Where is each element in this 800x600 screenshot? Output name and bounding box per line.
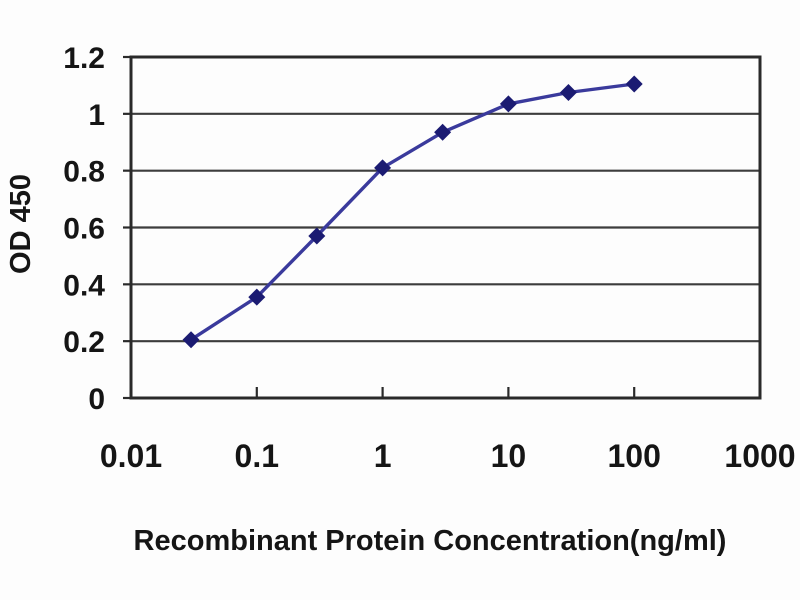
y-tick-label: 1 [88,99,105,132]
data-point-marker [434,123,452,141]
y-tick-label: 0 [88,383,105,416]
x-tick-label: 0.1 [235,438,279,474]
data-point-marker [182,331,200,349]
y-tick-label: 1.2 [63,42,105,75]
chart-plot-area: 0 0.2 0.4 0.6 0.8 1 1.2 0.01 0.1 1 10 100 1000 [63,42,795,474]
y-tick-label: 0.8 [63,156,105,189]
x-tick-label: 0.01 [100,438,162,474]
x-tick-label: 10 [491,438,527,474]
x-tick-label: 1 [374,438,392,474]
x-tick-label: 100 [608,438,661,474]
x-axis-title: Recombinant Protein Concentration(ng/ml) [134,525,727,557]
y-tick-label: 0.2 [63,326,105,359]
data-series-line [189,82,636,342]
data-point-marker [308,227,326,245]
data-point-marker [559,84,577,102]
y-tick-label: 0.4 [63,269,105,302]
data-point-marker [248,288,266,306]
x-tick-label: 1000 [724,438,795,474]
y-axis-title: OD 450 [5,174,37,274]
data-point-marker [625,75,643,93]
data-point-marker [499,95,517,113]
y-tick-label: 0.6 [63,213,105,246]
data-point-marker [374,159,392,177]
